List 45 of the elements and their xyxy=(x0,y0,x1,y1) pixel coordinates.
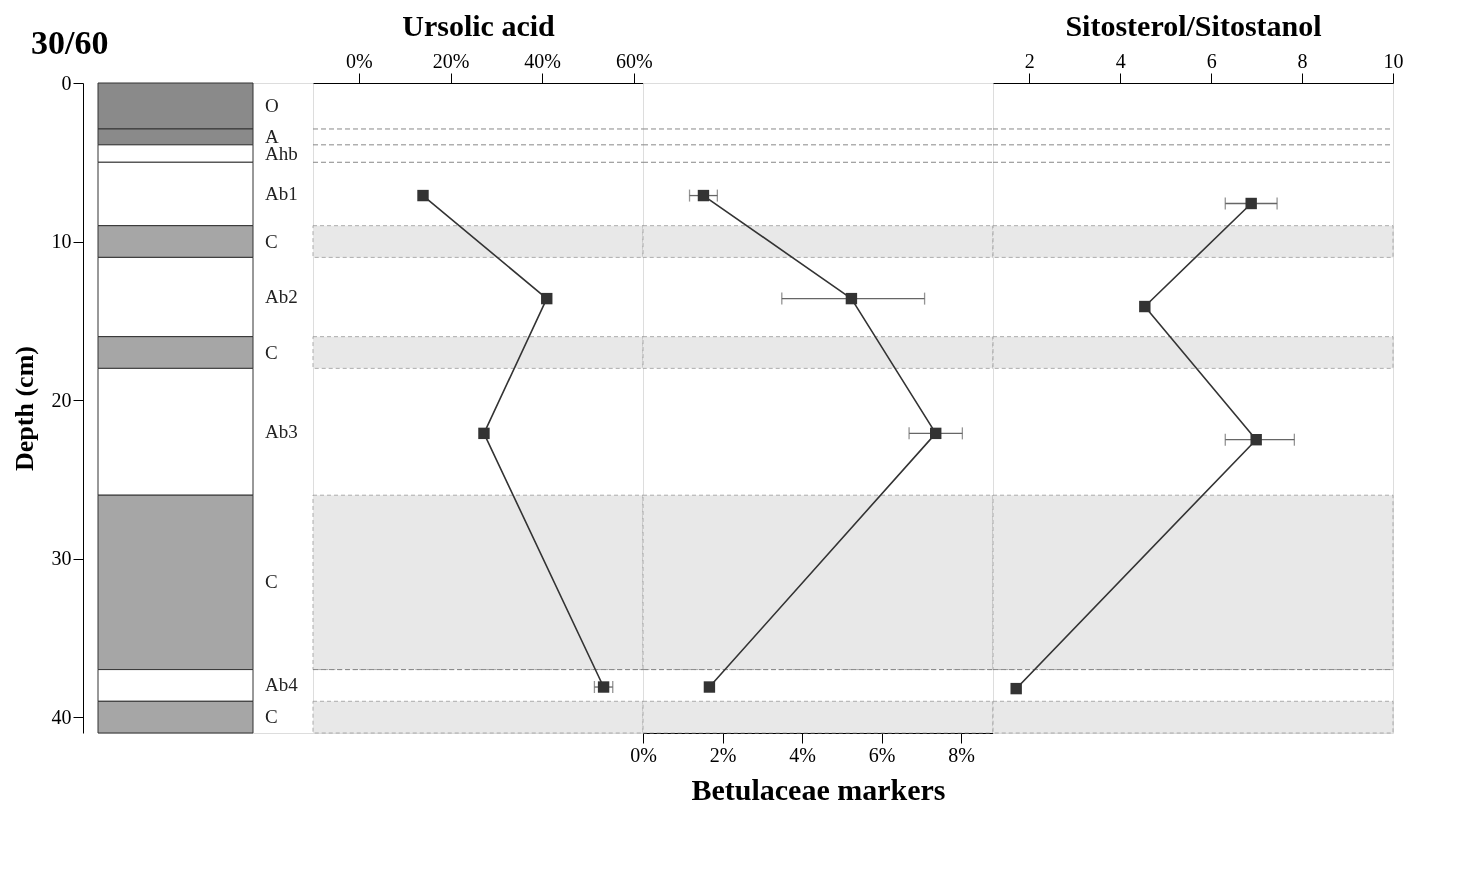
point xyxy=(541,292,553,305)
x-tick-label: 2 xyxy=(1024,49,1035,72)
x-tick-label: 4% xyxy=(789,743,816,766)
x-tick-label: 4 xyxy=(1115,49,1126,72)
x-tick-label: 10 xyxy=(1383,49,1404,72)
series-label: C xyxy=(265,230,278,252)
series-label: C xyxy=(265,341,278,363)
point xyxy=(1250,434,1262,446)
y-tick-label: 0 xyxy=(61,71,72,94)
x-tick-label: 6 xyxy=(1206,49,1217,72)
x-tick-label: 6% xyxy=(868,743,896,766)
point xyxy=(1139,300,1151,313)
y-tick-label: 10 xyxy=(51,230,72,253)
series-label: C xyxy=(265,706,278,728)
y-tick-label: 20 xyxy=(51,388,72,411)
series-label: C xyxy=(265,571,278,593)
point xyxy=(930,427,942,440)
point xyxy=(597,681,610,693)
x-axis-title: Ursolic acid xyxy=(402,8,556,42)
x-tick-label: 2% xyxy=(709,743,737,766)
series-label: Ab1 xyxy=(265,182,298,204)
series-label: Ab2 xyxy=(265,286,298,308)
point xyxy=(478,427,490,440)
x-tick-label: 0% xyxy=(630,743,657,766)
x-axis-title: Sitosterol/Sitostanol xyxy=(1065,8,1322,42)
y-tick-label: 40 xyxy=(51,705,72,728)
x-tick-label: 20% xyxy=(432,49,470,72)
x-tick-label: 8% xyxy=(948,743,976,766)
x-tick-label: 40% xyxy=(524,49,561,72)
y-tick-label: 30 xyxy=(51,547,72,570)
x-tick-label: 8 xyxy=(1297,49,1308,72)
x-axis-title: Betulaceae markers xyxy=(691,772,946,806)
point xyxy=(1245,197,1257,210)
series-label: Ab3 xyxy=(265,420,298,442)
point xyxy=(1010,682,1022,695)
series-label: Ab4 xyxy=(265,674,299,696)
point xyxy=(845,292,858,305)
point xyxy=(703,681,716,693)
x-tick-label: 0% xyxy=(346,49,373,72)
series-label: O xyxy=(265,94,279,116)
point xyxy=(417,189,429,202)
y-axis-title: Depth (cm) xyxy=(9,346,39,471)
x-tick-label: 60% xyxy=(616,49,653,72)
chart-title: 30/60 xyxy=(31,24,109,61)
point xyxy=(697,189,710,202)
